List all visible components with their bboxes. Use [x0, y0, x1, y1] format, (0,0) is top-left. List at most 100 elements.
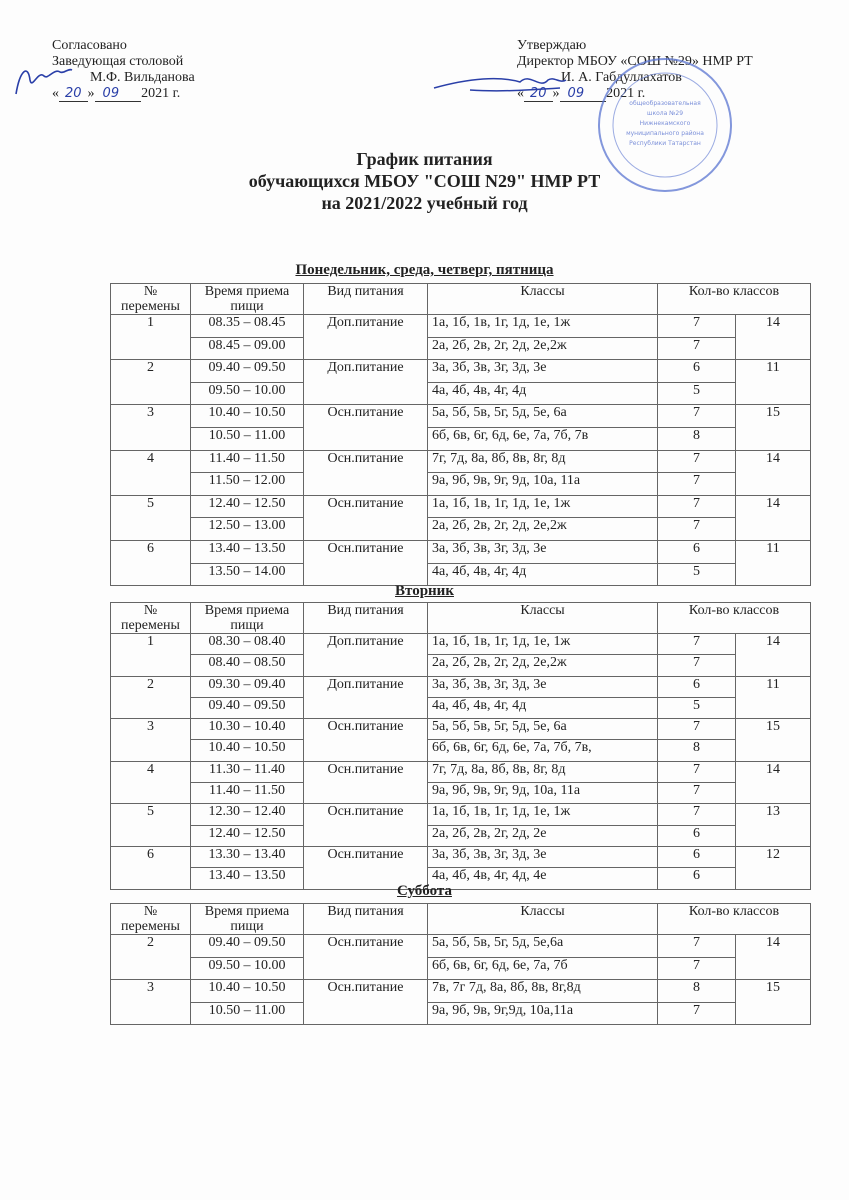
class-list: 7г, 7д, 8а, 8б, 8в, 8г, 8д [427, 449, 658, 474]
signature-left [15, 68, 73, 95]
class-total: 14 [734, 449, 812, 496]
class-count: 6 [657, 675, 736, 698]
class-count: 7 [657, 517, 736, 541]
class-list: 9а, 9б, 9в, 9г, 9д, 10а, 11а [427, 472, 658, 496]
class-count: 7 [657, 632, 736, 656]
header-time: Время приема пищи [190, 283, 304, 315]
meal-time: 09.40 – 09.50 [190, 359, 304, 383]
class-count: 7 [657, 314, 736, 338]
approval-block-left: Согласовано Заведующая столовой М.Ф. Вил… [52, 38, 195, 102]
svg-text:общеобразовательная: общеобразовательная [629, 100, 701, 107]
header-num: № перемены [110, 903, 191, 935]
header-num: № перемены [110, 602, 191, 634]
table-row: 3 10.30 – 10.40 Осн.питание 5а, 5б, 5в, 5г,… [110, 718, 812, 762]
schedule-table: № перемены Время приема пищи Вид питания Кл… [110, 903, 812, 1025]
class-count: 7 [657, 956, 736, 980]
table-row: 12.50 – 13.00 2а, 2б, 2в, 2г, 2д, 2е,2ж 7 [111, 517, 811, 541]
break-number: 3 [110, 718, 191, 762]
class-list: 6б, 6в, 6г, 6д, 6е, 7а, 7б [427, 956, 658, 980]
table-row: 10.50 – 11.00 6б, 6в, 6г, 6д, 6е, 7а, 7б,… [111, 426, 811, 451]
class-list: 2а, 2б, 2в, 2г, 2д, 2е,2ж [427, 336, 658, 361]
meal-time: 09.40 – 09.50 [190, 696, 304, 720]
class-count: 6 [657, 359, 736, 383]
class-list: 1а, 1б, 1в, 1г, 1д, 1е, 1ж [427, 803, 658, 826]
class-count: 7 [657, 718, 736, 741]
class-count: 7 [657, 472, 736, 496]
table-row: 2 09.30 – 09.40 Доп.питание 3а, 3б, 3в, 3г,… [110, 675, 812, 720]
table-row: 1 08.30 – 08.40 Доп.питание 1а, 1б, 1в, 1г,… [110, 632, 812, 677]
meal-time: 11.40 – 11.50 [190, 449, 304, 474]
class-count: 8 [657, 426, 736, 451]
class-count: 7 [657, 803, 736, 826]
approve-label: Утверждаю [517, 38, 587, 53]
meal-type: Осн.питание [303, 404, 428, 451]
meal-time: 08.45 – 09.00 [190, 336, 304, 361]
table-row: 09.50 – 10.00 4а, 4б, 4в, 4г, 4д 5 [111, 381, 811, 406]
meal-time: 13.40 – 13.50 [190, 867, 304, 890]
class-count: 6 [657, 845, 736, 869]
table-row: 4 11.40 – 11.50 Осн.питание 7г, 7д, 8а, 8б,… [110, 449, 812, 496]
table-row: 11.50 – 12.00 9а, 9б, 9в, 9г, 9д, 10а, 11… [111, 472, 811, 496]
class-list: 2а, 2б, 2в, 2г, 2д, 2е [427, 824, 658, 847]
header-type: Вид питания [303, 602, 428, 634]
class-list: 6б, 6в, 6г, 6д, 6е, 7а, 7б, 7в [427, 426, 658, 451]
meal-type: Осн.питание [303, 845, 428, 890]
class-list: 4а, 4б, 4в, 4г, 4д [427, 381, 658, 406]
agreed-name: М.Ф. Вильданова [90, 70, 195, 85]
table-row: 4 11.30 – 11.40 Осн.питание 7г, 7д, 8а, 8б,… [110, 760, 812, 805]
break-number: 4 [110, 760, 191, 805]
class-count: 5 [657, 562, 736, 587]
meal-time: 09.50 – 10.00 [190, 381, 304, 406]
class-count: 7 [657, 449, 736, 474]
class-count: 7 [657, 1001, 736, 1025]
header-time: Время приема пищи [190, 602, 304, 634]
class-list: 2а, 2б, 2в, 2г, 2д, 2е,2ж [427, 517, 658, 541]
table-row: 12.40 – 12.50 2а, 2б, 2в, 2г, 2д, 2е 6 [111, 824, 811, 847]
approve-name: И. А. Габдуллахатов [561, 70, 682, 85]
meal-type: Доп.питание [303, 359, 428, 406]
meal-time: 12.30 – 12.40 [190, 803, 304, 826]
break-number: 3 [110, 404, 191, 451]
class-total: 11 [734, 539, 812, 587]
table-row: 09.50 – 10.00 6б, 6в, 6г, 6д, 6е, 7а, 7б 7 [111, 956, 811, 980]
table-row: 6 13.40 – 13.50 Осн.питание 3а, 3б, 3в, 3г,… [110, 539, 812, 587]
class-total: 11 [734, 675, 812, 720]
break-number: 2 [110, 675, 191, 720]
header-classes: Классы [427, 903, 658, 935]
class-list: 4а, 4б, 4в, 4г, 4д [427, 696, 658, 720]
class-count: 7 [657, 404, 736, 428]
page-title: График питания обучающихся МБОУ "СОШ N29"… [248, 149, 601, 213]
class-total: 14 [734, 934, 812, 980]
class-count: 7 [657, 336, 736, 361]
break-number: 5 [110, 803, 191, 847]
break-number: 1 [110, 633, 191, 677]
class-total: 11 [734, 359, 812, 406]
meal-time: 13.40 – 13.50 [190, 539, 304, 564]
meal-time: 09.50 – 10.00 [190, 956, 304, 980]
class-count: 6 [657, 824, 736, 847]
svg-text:муниципального района: муниципального района [626, 130, 704, 137]
break-number: 4 [110, 449, 191, 496]
meal-type: Осн.питание [303, 934, 428, 980]
meal-time: 09.30 – 09.40 [190, 675, 304, 698]
class-total: 15 [734, 979, 812, 1025]
section-title: Понедельник, среда, четверг, пятница [295, 262, 554, 278]
meal-type: Осн.питание [303, 539, 428, 587]
table-row: 08.45 – 09.00 2а, 2б, 2в, 2г, 2д, 2е,2ж 7 [111, 336, 811, 361]
break-number: 1 [110, 313, 191, 361]
break-number: 2 [110, 934, 191, 980]
class-count: 7 [657, 760, 736, 784]
svg-text:школа №29: школа №29 [647, 110, 683, 117]
class-count: 5 [657, 696, 736, 720]
class-count: 8 [657, 979, 736, 1003]
table-row: 11.40 – 11.50 9а, 9б, 9в, 9г, 9д, 10а, 11… [111, 782, 811, 805]
meal-type: Доп.питание [303, 675, 428, 720]
header-classes: Классы [427, 283, 658, 315]
break-number: 2 [110, 359, 191, 406]
header-time: Время приема пищи [190, 903, 304, 935]
meal-time: 13.30 – 13.40 [190, 845, 304, 869]
schedule-table: № перемены Время приема пищи Вид питания Кл… [110, 602, 812, 890]
section-title: Суббота [397, 883, 452, 899]
table-row: 13.50 – 14.00 4а, 4б, 4в, 4г, 4д 5 [111, 562, 811, 587]
